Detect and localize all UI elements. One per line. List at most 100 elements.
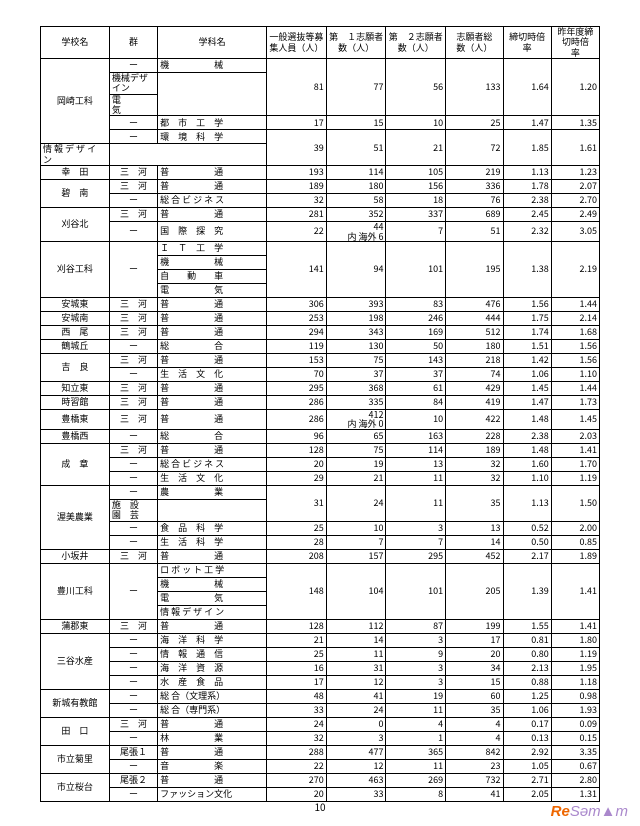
group-cell: 三 河 [109, 353, 157, 367]
table-row: 安城南三 河普 通2531982464441.752.14 [41, 311, 600, 325]
table-row: ー林 業323140.130.15 [41, 731, 600, 745]
data-cell: 10 [386, 409, 446, 429]
data-cell: 1.95 [551, 661, 599, 675]
data-cell: 3 [386, 661, 446, 675]
data-cell: 842 [446, 745, 503, 759]
dept-cell: 生 活 科 学 [158, 535, 267, 549]
school-cell: 豊橋西 [41, 429, 110, 443]
data-cell: 219 [446, 166, 503, 180]
data-cell: 0.09 [551, 717, 599, 731]
col-header: 学科名 [158, 27, 267, 59]
data-cell: 1.44 [551, 381, 599, 395]
data-cell: 105 [386, 166, 446, 180]
data-cell: 288 [267, 745, 327, 759]
dept-cell: Ｉ Ｔ 工 学 [158, 241, 267, 255]
data-cell: 512 [446, 325, 503, 339]
dept-cell: 農 業 [158, 485, 267, 499]
data-cell: 2.17 [503, 549, 551, 563]
data-cell: 253 [267, 311, 327, 325]
data-cell: 689 [446, 208, 503, 222]
data-cell: 114 [326, 166, 386, 180]
col-header: 一般選抜等募集人員（人） [267, 27, 327, 59]
data-cell: 35 [446, 703, 503, 717]
data-cell: 1.73 [551, 395, 599, 409]
data-cell: 1.20 [551, 59, 599, 116]
school-cell: 幸 田 [41, 166, 110, 180]
school-cell: 岡崎工科 [41, 59, 110, 144]
data-cell: 70 [267, 367, 327, 381]
data-cell: 199 [446, 619, 503, 633]
data-cell: 32 [267, 194, 327, 208]
data-cell: 0.81 [503, 633, 551, 647]
data-cell: 31 [267, 485, 327, 521]
data-cell: 33 [267, 703, 327, 717]
data-cell: 72 [446, 130, 503, 166]
data-cell: 148 [267, 563, 327, 619]
school-cell: 市立菊里 [41, 745, 110, 773]
data-cell: 25 [446, 116, 503, 130]
data-cell: 156 [386, 180, 446, 194]
data-cell: 7 [386, 222, 446, 242]
data-cell: 2.38 [503, 429, 551, 443]
dept-cell: 国 際 探 究 [158, 222, 267, 242]
table-row: 刈谷工科ーＩ Ｔ 工 学141941011951.382.19 [41, 241, 600, 255]
group-cell: ー [109, 471, 157, 485]
school-cell: 豊川工科 [41, 563, 110, 619]
data-cell: 189 [267, 180, 327, 194]
data-cell: 1.89 [551, 549, 599, 563]
dept-cell: 総 合（専門系） [158, 703, 267, 717]
page-number: 10 [0, 799, 640, 814]
data-cell: 24 [267, 717, 327, 731]
data-cell: 21 [386, 130, 446, 166]
data-cell: 1.85 [503, 130, 551, 166]
table-row: ー情 報 通 信25119200.801.19 [41, 647, 600, 661]
data-cell: 1.45 [503, 381, 551, 395]
school-cell: 刈谷工科 [41, 241, 110, 297]
dept-cell: 総 合 ビ ジ ネ ス [158, 194, 267, 208]
table-row: 豊橋東三 河普 通286412 内 海外 0104221.481.45 [41, 409, 600, 429]
data-cell: 1.13 [503, 166, 551, 180]
col-header: 締切時倍 率 [503, 27, 551, 59]
data-cell: 294 [267, 325, 327, 339]
school-cell: 西 尾 [41, 325, 110, 339]
dept-cell: 普 通 [158, 353, 267, 367]
dept-cell: 電 気 [158, 591, 267, 605]
data-cell: 452 [446, 549, 503, 563]
dept-cell: 普 通 [158, 180, 267, 194]
data-cell: 0.13 [503, 731, 551, 745]
group-cell: 尾張２ [109, 773, 157, 787]
data-cell: 1.48 [503, 443, 551, 457]
dept-cell: 施 設 園 芸 [109, 499, 157, 521]
dept-cell: 機 械 [158, 59, 267, 73]
data-cell: 15 [446, 675, 503, 689]
table-row: ー総 合（専門系）332411351.061.93 [41, 703, 600, 717]
data-cell: 101 [386, 563, 446, 619]
dept-cell: 普 通 [158, 297, 267, 311]
data-cell: 87 [386, 619, 446, 633]
table-row: ー海 洋 資 源16313342.131.95 [41, 661, 600, 675]
dept-cell: 普 通 [158, 381, 267, 395]
data-cell: 60 [446, 689, 503, 703]
school-cell: 成 章 [41, 443, 110, 485]
data-cell: 104 [326, 563, 386, 619]
group-cell: ー [109, 521, 157, 535]
data-cell: 37 [326, 367, 386, 381]
data-cell: 732 [446, 773, 503, 787]
data-cell: 180 [326, 180, 386, 194]
data-cell: 23 [446, 759, 503, 773]
group-cell: 三 河 [109, 549, 157, 563]
school-cell: 豊橋東 [41, 409, 110, 429]
data-cell: 20 [446, 647, 503, 661]
data-cell: 11 [386, 759, 446, 773]
dept-cell: 自 動 車 [158, 269, 267, 283]
data-cell: 0.85 [551, 535, 599, 549]
data-cell: 3.35 [551, 745, 599, 759]
group-cell: 尾張１ [109, 745, 157, 759]
data-cell: 11 [386, 471, 446, 485]
data-cell: 4 [446, 731, 503, 745]
data-cell: 1.55 [503, 619, 551, 633]
group-cell: 三 河 [109, 311, 157, 325]
table-row: 鶴城丘ー総 合119130501801.511.56 [41, 339, 600, 353]
data-cell: 11 [386, 703, 446, 717]
data-cell: 2.71 [503, 773, 551, 787]
